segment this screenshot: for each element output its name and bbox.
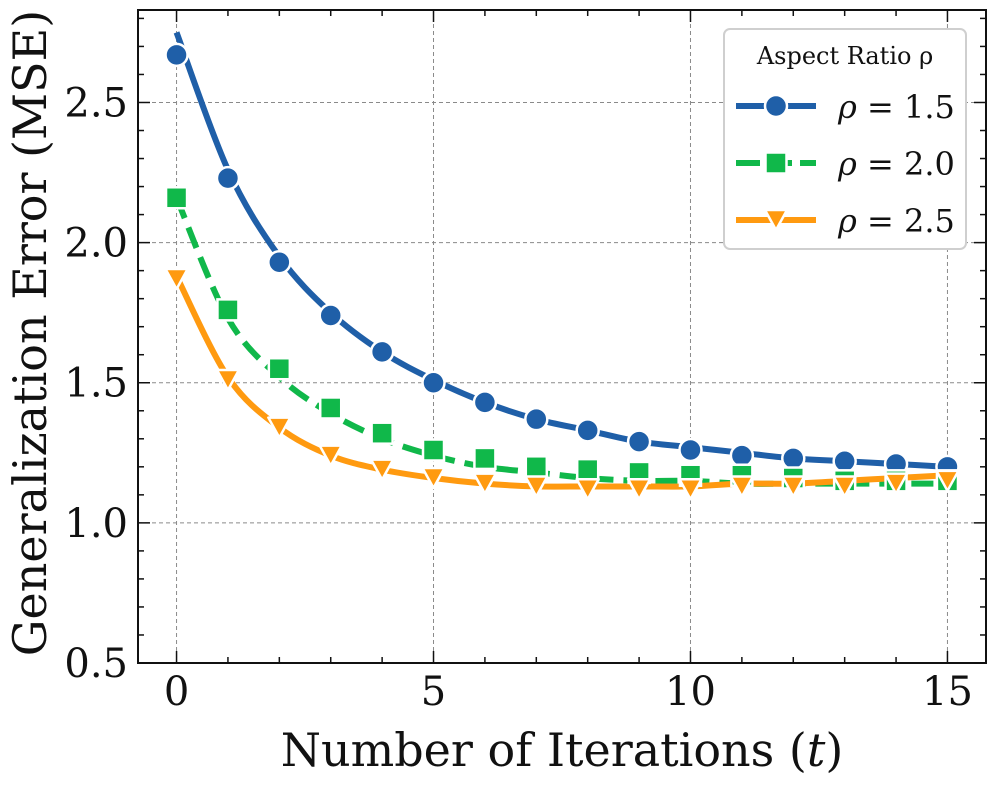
y-tick-label: 1.0 [64, 501, 128, 547]
x-tick-label: 15 [922, 669, 973, 715]
plot-frame [137, 9, 987, 664]
data-point-series-1 [164, 42, 189, 68]
data-point-series-2 [524, 455, 549, 479]
y-tick-label: 1.5 [64, 361, 128, 407]
x-tick-label: 10 [665, 669, 716, 715]
label-layer: 0.5 1.0 1.5 2.0 2.5 0 5 10 15 [64, 80, 973, 715]
x-axis-title-text: Number of Iterations ( [281, 723, 807, 777]
series-line-3 [173, 274, 948, 490]
data-point-series-2 [318, 396, 343, 420]
data-point-series-1 [832, 448, 857, 474]
x-axis-title-var: t [807, 723, 826, 777]
legend-label-var: ρ [837, 145, 857, 183]
data-point-series-3 [678, 477, 703, 501]
data-point-series-1 [472, 390, 498, 415]
data-point-series-1 [421, 370, 446, 395]
data-point-series-3 [369, 458, 395, 481]
data-point-series-3 [832, 475, 857, 498]
legend-title: Aspect Ratio ρ [756, 42, 933, 70]
data-point-series-3 [267, 416, 292, 439]
data-point-series-1 [729, 443, 755, 468]
legend-label-value: = 1.5 [857, 88, 955, 126]
legend-label-value: = 2.5 [857, 202, 955, 240]
data-point-series-2 [575, 457, 600, 482]
data-point-series-3 [781, 475, 806, 498]
data-point-series-3 [215, 368, 241, 392]
data-point-series-2 [267, 356, 292, 381]
legend-label-2: ρ = 2.0 [837, 145, 955, 183]
x-axis-title-close: ) [825, 723, 843, 777]
y-axis-title: Generalization Error (MSE) [3, 10, 57, 656]
legend-marker-1 [763, 93, 789, 119]
data-point-series-3 [318, 444, 343, 467]
data-point-series-3 [729, 475, 755, 498]
data-point-series-1 [215, 165, 241, 191]
data-point-series-1 [369, 339, 395, 365]
data-point-series-2 [370, 421, 394, 445]
legend-items: ρ = 1.5ρ = 2.0ρ = 2.5 [736, 88, 955, 240]
data-point-series-1 [267, 249, 292, 275]
legend-marker-2 [764, 151, 788, 175]
data-point-series-2 [473, 446, 497, 471]
legend-label-var: ρ [837, 202, 857, 240]
x-tick-label: 0 [164, 669, 189, 715]
y-tick-label: 2.0 [64, 221, 128, 267]
data-point-series-3 [935, 469, 960, 493]
y-tick-label: 0.5 [64, 641, 128, 687]
legend: Aspect Ratio ρ ρ = 1.5ρ = 2.0ρ = 2.5 [723, 28, 967, 250]
data-point-series-1 [626, 429, 652, 454]
legend-marker-3 [763, 208, 789, 232]
data-point-series-1 [575, 418, 600, 443]
legend-label-3: ρ = 2.5 [837, 202, 955, 240]
legend-label-var: ρ [837, 88, 857, 126]
marker-layer [164, 42, 960, 501]
data-point-series-3 [524, 475, 549, 498]
data-point-series-1 [678, 437, 703, 463]
legend-box [723, 28, 967, 250]
data-point-series-3 [164, 267, 189, 291]
data-point-series-2 [216, 298, 240, 322]
data-point-series-3 [472, 472, 498, 495]
x-tick-label: 5 [421, 669, 446, 715]
data-point-series-1 [781, 446, 806, 471]
data-point-series-1 [524, 406, 549, 432]
tick-layer [138, 10, 986, 664]
legend-label-1: ρ = 1.5 [837, 88, 955, 126]
data-point-series-3 [883, 472, 909, 495]
data-point-series-1 [318, 303, 343, 328]
data-point-series-2 [421, 438, 446, 462]
data-point-series-2 [164, 186, 189, 210]
y-tick-label: 2.5 [64, 80, 128, 126]
x-axis-title: Number of Iterations (t) [281, 723, 844, 777]
data-point-series-3 [626, 477, 652, 501]
data-point-series-3 [421, 466, 446, 490]
legend-label-value: = 2.0 [857, 145, 955, 183]
data-point-series-3 [575, 477, 600, 501]
